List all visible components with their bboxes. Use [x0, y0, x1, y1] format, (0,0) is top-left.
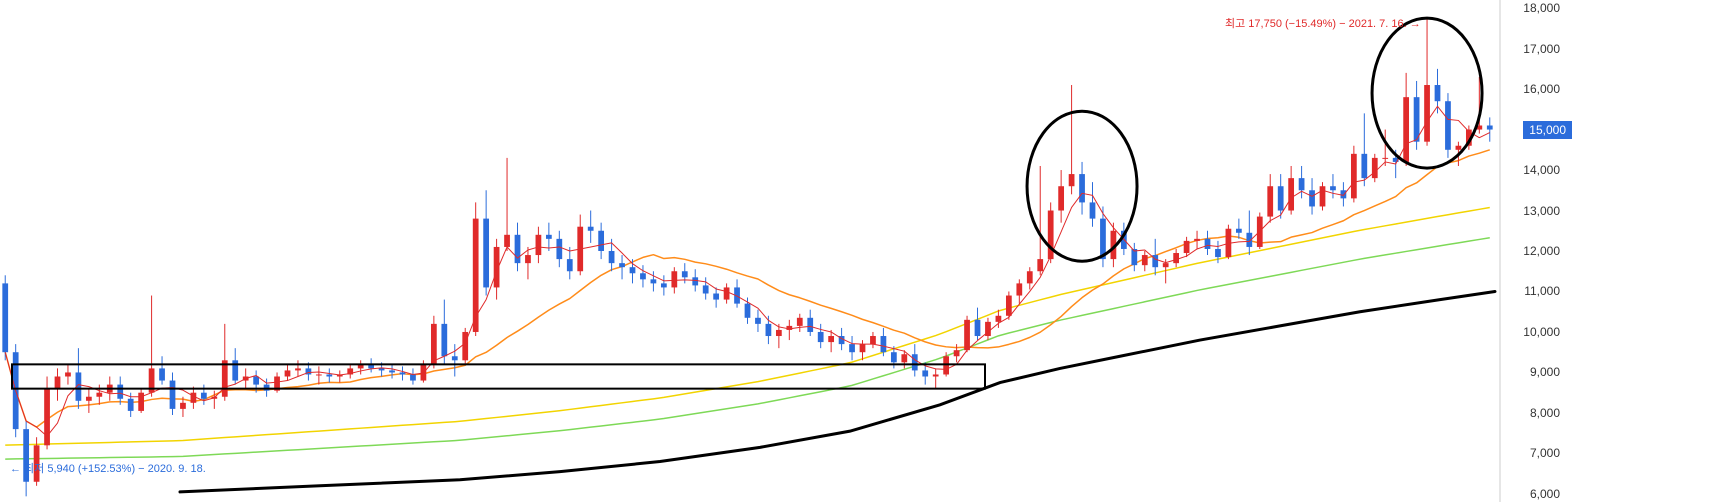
y-tick-label: 6,000 — [1530, 487, 1560, 501]
y-tick-label: 18,000 — [1523, 1, 1560, 15]
y-tick-label: 11,000 — [1524, 284, 1560, 298]
y-tick-label: 12,000 — [1523, 244, 1560, 258]
y-tick-label: 10,000 — [1523, 325, 1560, 339]
high-annotation: 최고 17,750 (−15.49%) − 2021. 7. 16. → — [1225, 15, 1421, 31]
y-tick-label: 9,000 — [1530, 365, 1560, 379]
y-tick-label: 17,000 — [1523, 42, 1560, 56]
candlestick-chart[interactable]: 6,000 7,000 8,000 9,000 10,000 11,000 12,000 13… — [0, 0, 1729, 502]
y-tick-label: 7,000 — [1530, 446, 1560, 460]
y-tick-label: 8,000 — [1530, 406, 1560, 420]
low-annotation: ← 최저 5,940 (+152.53%) − 2020. 9. 18. — [10, 460, 206, 476]
y-tick-label: 13,000 — [1523, 204, 1560, 218]
y-tick-label: 16,000 — [1523, 82, 1560, 96]
y-tick-label: 14,000 — [1523, 163, 1560, 177]
price-tag: 15,000 — [1523, 121, 1572, 139]
